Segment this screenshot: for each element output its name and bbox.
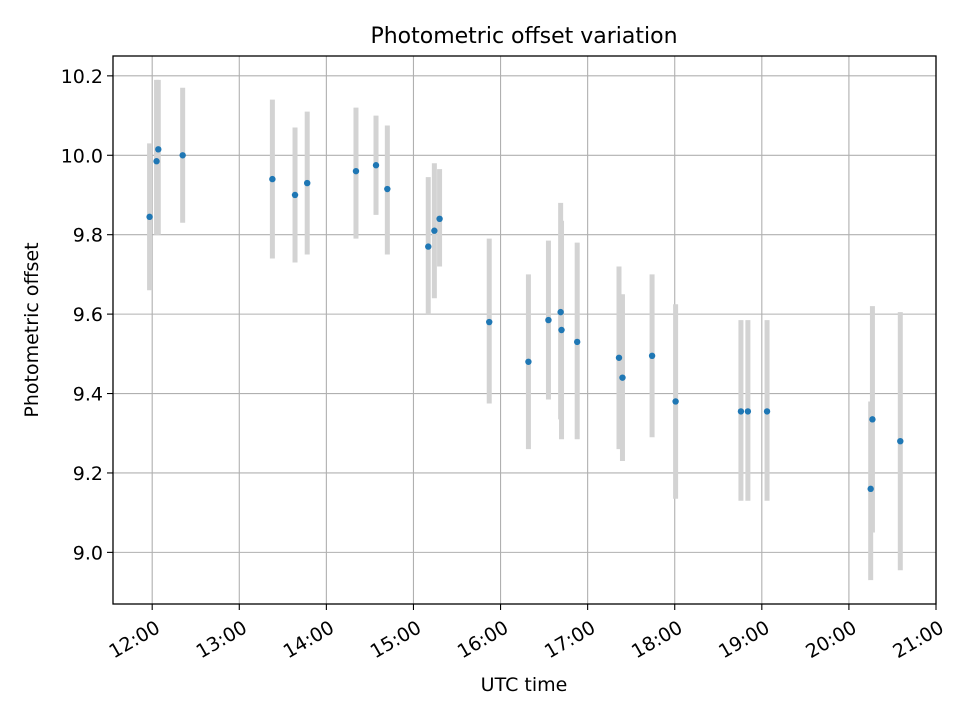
data-point [672, 398, 679, 405]
y-tick-label: 9.0 [73, 542, 103, 564]
y-tick-label: 10.2 [61, 66, 103, 88]
grid [113, 56, 937, 604]
data-point [291, 191, 299, 199]
plot-frame [112, 55, 937, 605]
y-axis-ticks: 9.0 9.2 9.4 9.6 9.8 10.0 10.2 [61, 66, 113, 564]
data-point [384, 185, 391, 193]
data-point [763, 408, 771, 415]
data-point [486, 318, 493, 326]
data-point [573, 338, 581, 346]
data-point [648, 352, 656, 360]
data-point [615, 354, 623, 361]
y-tick-label: 9.8 [73, 225, 103, 247]
data-point [557, 308, 564, 316]
data-point [619, 374, 626, 381]
x-axis-label: UTC time [481, 674, 568, 696]
data-point [304, 179, 311, 187]
data-point [153, 158, 160, 165]
data-point [897, 437, 904, 445]
data-point [867, 485, 874, 493]
data-point [744, 408, 752, 415]
data-point [737, 408, 745, 415]
data-point [269, 175, 276, 183]
data-point [525, 358, 532, 365]
data-point [352, 167, 360, 175]
data-point [425, 243, 432, 250]
chart-title: Photometric offset variation [370, 24, 677, 49]
y-axis-label: Photometric offset [21, 242, 43, 417]
data-points [146, 146, 904, 493]
y-tick-label: 9.2 [73, 463, 103, 485]
y-tick-label: 9.6 [73, 304, 103, 326]
y-tick-label: 10.0 [61, 145, 103, 167]
data-point [155, 146, 162, 153]
data-point [146, 213, 153, 221]
data-point [545, 316, 552, 324]
data-point [436, 215, 443, 223]
data-point [558, 326, 565, 334]
data-point [431, 227, 438, 234]
data-point [869, 416, 876, 423]
y-tick-label: 9.4 [73, 384, 103, 406]
data-point [179, 152, 186, 159]
data-point [372, 162, 380, 169]
